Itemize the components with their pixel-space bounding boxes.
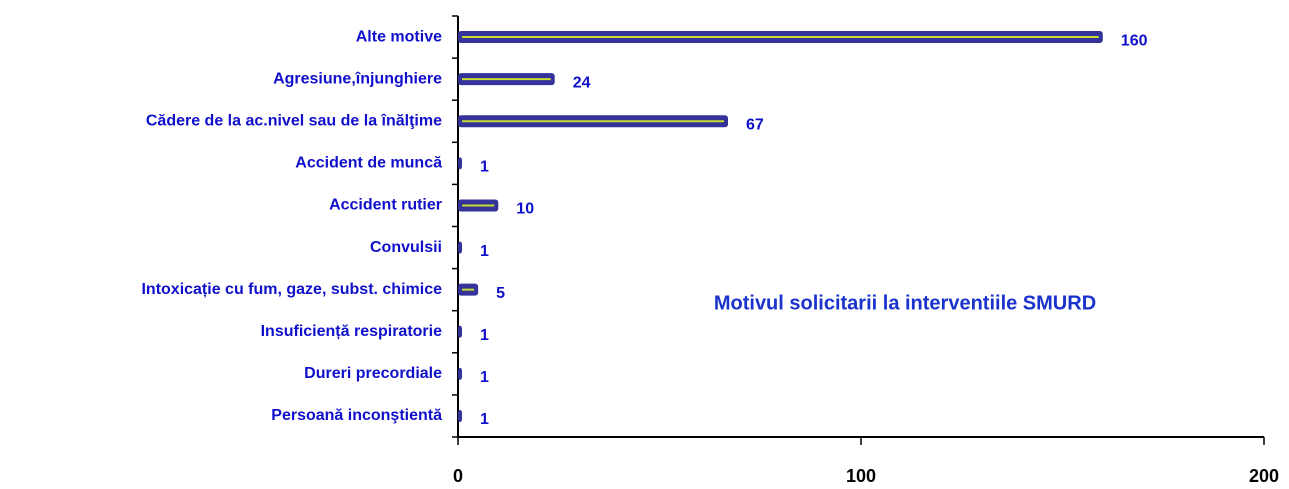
y-tick-label: Intoxicație cu fum, gaze, subst. chimice xyxy=(141,281,442,298)
y-tick-label: Insuficiență respiratorie xyxy=(261,323,442,340)
bar xyxy=(458,325,463,338)
y-tick-label: Cădere de la ac.nivel sau de la înălţime xyxy=(146,112,442,129)
y-tick-label: Dureri precordiale xyxy=(304,365,442,382)
value-label: 24 xyxy=(573,74,591,91)
value-label: 1 xyxy=(480,411,489,428)
value-label: 67 xyxy=(746,116,764,133)
value-label: 1 xyxy=(480,243,489,260)
x-tick-label: 100 xyxy=(846,466,876,486)
value-label: 1 xyxy=(480,327,489,344)
value-label: 160 xyxy=(1121,32,1148,49)
y-tick-label: Accident de muncă xyxy=(295,155,442,172)
bar xyxy=(458,241,463,254)
bar xyxy=(458,367,463,380)
bar xyxy=(458,409,463,422)
value-label: 1 xyxy=(480,159,489,176)
y-tick-label: Agresiune,înjunghiere xyxy=(273,70,442,87)
x-tick-label: 0 xyxy=(453,466,463,486)
x-tick-label: 200 xyxy=(1249,466,1279,486)
value-label: 10 xyxy=(516,201,534,218)
chart-annotation: Motivul solicitarii la interventiile SMU… xyxy=(714,292,1096,314)
bar xyxy=(458,157,463,170)
y-tick-label: Convulsii xyxy=(370,239,442,256)
y-tick-label: Persoană inconştientă xyxy=(271,407,442,424)
value-label: 5 xyxy=(496,285,505,302)
y-tick-label: Alte motive xyxy=(356,28,442,45)
value-label: 1 xyxy=(480,369,489,386)
y-tick-label: Accident rutier xyxy=(329,197,442,214)
